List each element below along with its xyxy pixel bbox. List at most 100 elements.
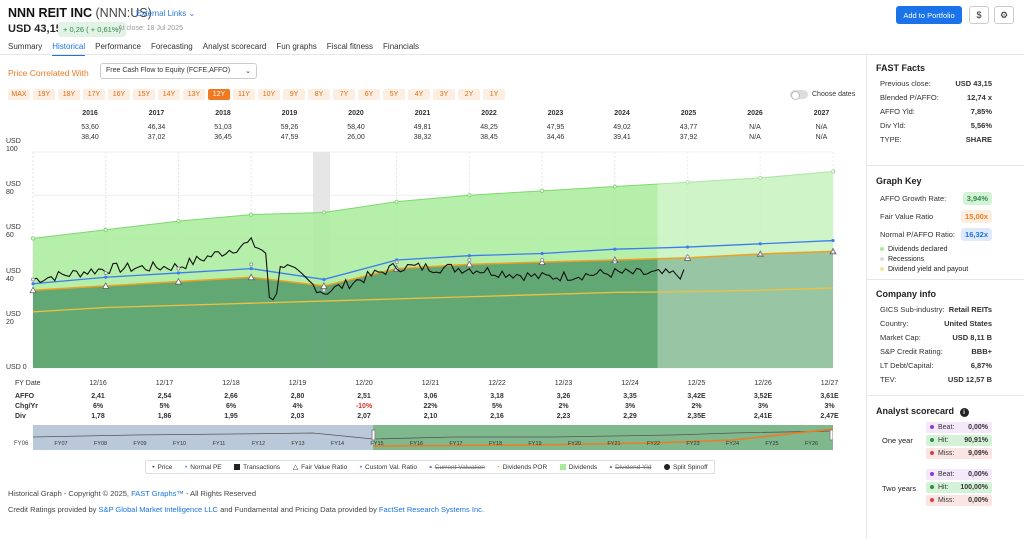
legend-price[interactable]: • Price <box>152 463 173 471</box>
info-icon[interactable]: i <box>959 408 969 417</box>
timeframe-16y[interactable]: 16Y <box>108 89 130 100</box>
sp-global-link[interactable]: S&P Global Market Intelligence LLC <box>98 505 218 514</box>
beat-row: Beat: 0,00% <box>926 422 992 433</box>
normal-pe-point <box>685 245 690 249</box>
legend-fair-value-ratio[interactable]: △ Fair Value Ratio <box>292 463 348 472</box>
dividend-declared-point <box>612 260 617 265</box>
timeframe-8y[interactable]: 8Y <box>308 89 330 100</box>
navigator-fy-label: FY13 <box>291 441 304 447</box>
tab-historical[interactable]: Historical <box>52 42 86 56</box>
dividends-por-line <box>32 287 834 313</box>
fair-value-marker <box>102 282 110 289</box>
tab-analyst-scorecard[interactable]: Analyst scorecard <box>202 42 267 51</box>
navigator-fy-label: FY08 <box>94 441 107 447</box>
toggle-switch[interactable] <box>790 90 808 100</box>
legend-custom-val-ratio[interactable]: • Custom Val. Ratio <box>359 463 417 471</box>
miss-row: Miss: 9,09% <box>926 448 992 459</box>
fact-affo-yld: AFFO Yld: 7,85% <box>880 107 992 116</box>
legend-transactions[interactable]: Transactions <box>234 464 280 471</box>
timeframe-3y[interactable]: 3Y <box>433 89 455 100</box>
timeframe-6y[interactable]: 6Y <box>358 89 380 100</box>
legend-dividend-yld[interactable]: • Dividend Yld <box>609 463 652 471</box>
dividend-point <box>758 175 763 181</box>
tab-financials[interactable]: Financials <box>383 42 420 51</box>
chart-legend: • Price • Normal PE Transactions △ Fair Val… <box>145 460 715 474</box>
bottom-table-affo-cell: 2,80 <box>290 393 305 400</box>
affo-label: AFFO <box>15 393 35 400</box>
timeframe-2y[interactable]: 2Y <box>458 89 480 100</box>
bottom-table-chg-cell: 3% <box>824 403 835 410</box>
dividend-point <box>685 180 690 185</box>
navigator-fy-label: FY15 <box>370 441 383 447</box>
fast-graph-chart[interactable] <box>0 0 866 440</box>
top-table-highs-cell: N/A <box>815 124 828 131</box>
navigator-fy-label: FY10 <box>173 441 186 447</box>
bottom-table-fy-cell: 12/19 <box>288 380 307 387</box>
top-table-lows-cell: N/A <box>815 134 828 141</box>
legend-normal-pe[interactable]: • Normal PE <box>184 463 222 471</box>
external-links-dropdown[interactable]: External Links ⌄ <box>136 9 195 18</box>
dividend-point <box>830 169 836 174</box>
normal-pe-point <box>831 238 835 243</box>
company-name: NNN REIT INC <box>8 6 93 20</box>
timeframe-5y[interactable]: 5Y <box>383 89 405 100</box>
bottom-table-chg-cell: 5% <box>491 403 503 410</box>
chevron-down-icon: ⌄ <box>188 9 196 18</box>
bottom-table-affo-cell: 3,18 <box>490 393 504 400</box>
timeframe-4y[interactable]: 4Y <box>408 89 430 100</box>
gear-icon: ⚙ <box>999 9 1009 20</box>
navigator-fy-label: FY22 <box>647 441 660 447</box>
tab-summary[interactable]: Summary <box>8 42 43 51</box>
top-table-years-cell: 2023 <box>547 110 564 117</box>
range-navigator[interactable]: FY07 FY08 FY09 FY10 FY11 FY12 FY13 FY14 FY15 FY16… <box>33 425 833 450</box>
timeframe-11y[interactable]: 11Y <box>233 89 255 100</box>
top-table-highs-cell: 59,26 <box>280 124 299 131</box>
fair-value-marker <box>465 260 473 268</box>
y-axis-tick-label: USD 80 <box>6 181 21 197</box>
timeframe-13y[interactable]: 13Y <box>183 89 205 100</box>
timeframe-10y[interactable]: 10Y <box>258 89 280 100</box>
bottom-table-div-cell: 2,29 <box>623 413 637 420</box>
timeframe-12y[interactable]: 12Y <box>208 89 230 100</box>
info-gics: GICS Sub-industry: Retail REITs <box>880 305 992 314</box>
timeframe-7y[interactable]: 7Y <box>333 89 355 100</box>
timeframe-18y[interactable]: 18Y <box>58 89 80 100</box>
bottom-table-affo-cell: 3,52E <box>753 393 773 400</box>
timeframe-19y[interactable]: 19Y <box>33 89 55 100</box>
price-correlated-select[interactable]: Free Cash Flow to Equity (FCFE,AFFO) ⌄ <box>100 63 257 79</box>
tab-forecasting[interactable]: Forecasting <box>150 42 193 51</box>
bottom-table-div-cell: 2,41E <box>753 413 773 420</box>
navigator-fy-label: FY11 <box>213 441 226 447</box>
timeframe-max[interactable]: MAX <box>8 89 30 100</box>
key-fair-value: Fair Value Ratio 15,00x <box>880 210 992 223</box>
top-table-highs-cell: N/A <box>749 124 761 131</box>
fast-graphs-link[interactable]: FAST Graphs™ <box>131 489 184 498</box>
tab-fun-graphs[interactable]: Fun graphs <box>276 42 317 51</box>
timeframe-17y[interactable]: 17Y <box>83 89 105 100</box>
timeframe-9y[interactable]: 9Y <box>283 89 305 100</box>
settings-button[interactable]: ⚙ <box>994 6 1014 24</box>
navigator-fy-label: FY25 <box>765 441 778 447</box>
bottom-table-chg-cell: 4% <box>292 403 303 410</box>
dividend-declared-point <box>758 252 763 257</box>
dividends-line <box>32 170 834 239</box>
timeframe-1y[interactable]: 1Y <box>483 89 505 100</box>
analyst-scorecard-title: Analyst scorecard i <box>876 406 969 417</box>
timeframe-15y[interactable]: 15Y <box>133 89 155 100</box>
legend-dividends-por[interactable]: • Dividends POR <box>497 463 548 471</box>
legend-current-valuation[interactable]: • Current Valuation <box>429 463 485 471</box>
top-table-lows-cell: N/A <box>749 134 761 141</box>
legend-split-spinoff[interactable]: Split Spinoff <box>664 464 708 471</box>
tab-performance[interactable]: Performance <box>95 42 141 51</box>
navigator-handle <box>829 429 833 441</box>
choose-dates-toggle[interactable]: Choose dates <box>790 90 855 100</box>
timeframe-14y[interactable]: 14Y <box>158 89 180 100</box>
currency-button[interactable]: $ <box>969 6 989 24</box>
add-to-portfolio-button[interactable]: Add to Portfolio <box>896 6 962 24</box>
legend-dividends[interactable]: Dividends <box>559 464 597 471</box>
bottom-table-fy-cell: 12/18 <box>222 380 240 387</box>
tab-fiscal-fitness[interactable]: Fiscal fitness <box>326 42 374 51</box>
dividend-point <box>176 219 181 224</box>
factset-link[interactable]: FactSet Research Systems Inc. <box>378 505 484 514</box>
chg-yr-label: Chg/Yr <box>15 403 38 410</box>
